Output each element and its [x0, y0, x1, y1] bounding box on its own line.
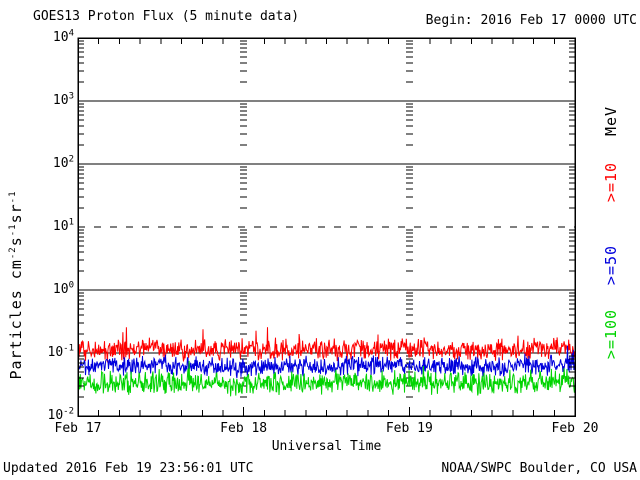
y-tick-label: 101: [52, 217, 74, 234]
y-tick-label: 103: [52, 91, 74, 108]
y-minor-ticks: [78, 40, 575, 398]
series-gte100-line: [77, 360, 576, 397]
updated-timestamp: Updated 2016 Feb 19 23:56:01 UTC: [3, 461, 254, 476]
x-tick-label: Feb 17: [54, 421, 102, 436]
chart-title: GOES13 Proton Flux (5 minute data): [33, 9, 300, 24]
x-tick-label: Feb 19: [385, 421, 433, 436]
day-boundary-ticks: [240, 40, 413, 398]
y-tick-label: 10-1: [47, 343, 75, 360]
legend-unit-label: MeV: [602, 105, 620, 137]
legend-entry: >=100: [602, 308, 620, 360]
x-tick-label: Feb 18: [220, 421, 268, 436]
plot-frame: [77, 37, 576, 417]
data-series: [77, 327, 576, 397]
y-tick-label: 104: [52, 28, 74, 45]
y-axis-title: Particles cm-2s-1sr-1: [7, 190, 25, 380]
x-axis-title: Universal Time: [271, 439, 382, 454]
legend-entry: >=50: [602, 244, 620, 286]
x-minor-ticks: [98, 38, 555, 416]
attribution-text: NOAA/SWPC Boulder, CO USA: [441, 461, 637, 476]
series-gte50-line: [77, 345, 576, 379]
begin-timestamp: Begin: 2016 Feb 17 0000 UTC: [425, 13, 637, 28]
y-tick-label: 100: [52, 280, 74, 297]
y-tick-label: 10-2: [47, 406, 75, 423]
reference-gridlines: [78, 100, 575, 354]
legend-entry: >=10: [602, 161, 620, 203]
x-tick-label: Feb 20: [551, 421, 599, 436]
y-tick-label: 102: [52, 154, 74, 171]
series-gte10-line: [77, 327, 576, 363]
